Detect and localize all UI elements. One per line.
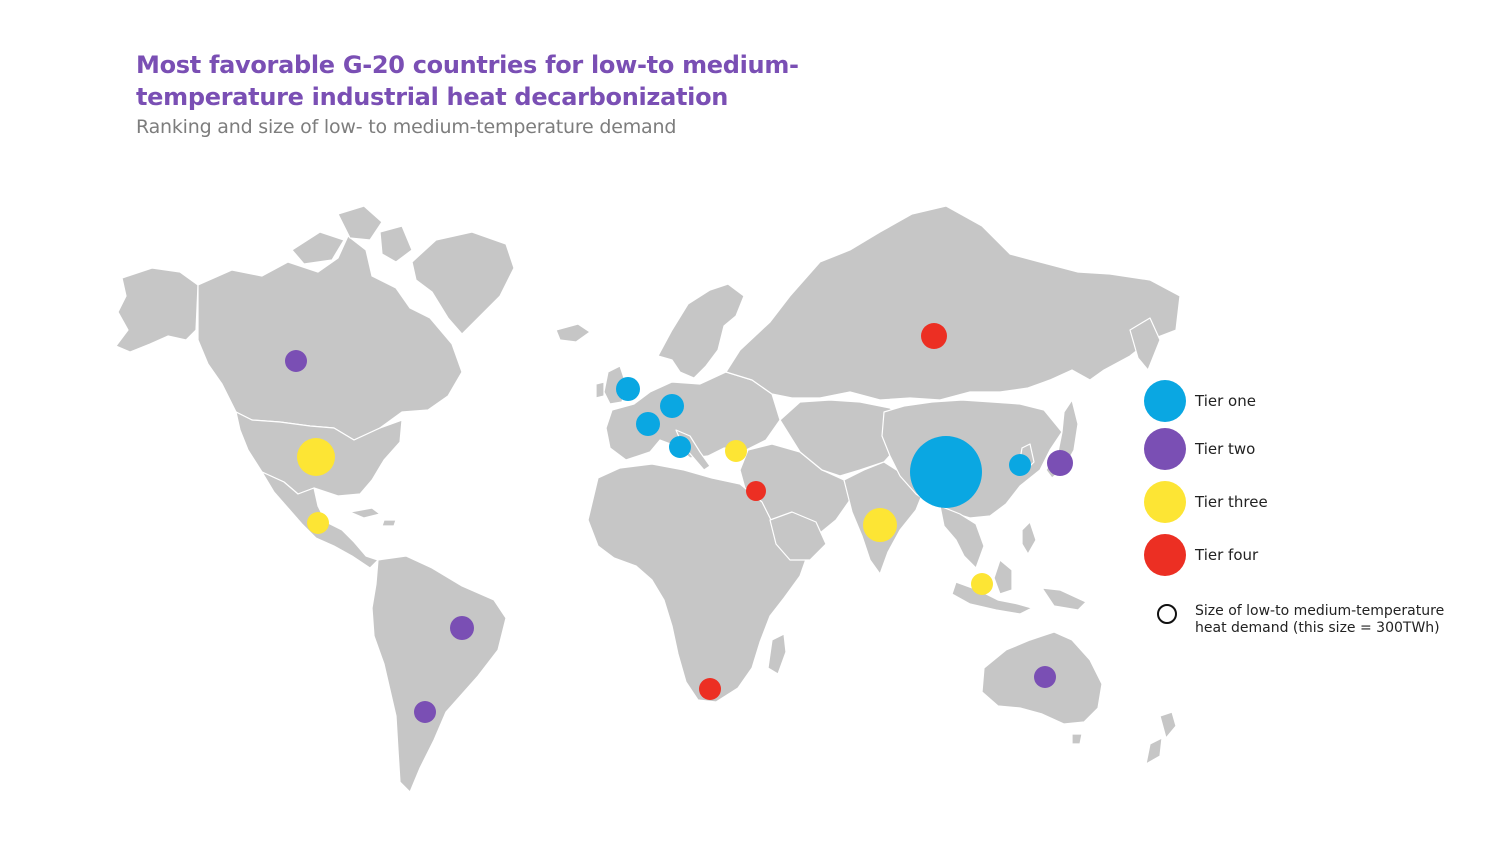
legend-item: Tier four bbox=[1144, 534, 1258, 576]
legend-item: Tier two bbox=[1144, 428, 1255, 470]
marker-tier-1 bbox=[669, 436, 691, 458]
land-south-america bbox=[371, 555, 507, 793]
marker-tier-3 bbox=[971, 573, 993, 595]
legend-swatch bbox=[1144, 481, 1186, 523]
land-arabia bbox=[769, 511, 827, 561]
land-new-zealand bbox=[1145, 711, 1177, 765]
marker-tier-1 bbox=[616, 377, 640, 401]
land-africa bbox=[587, 463, 813, 703]
land-masses bbox=[115, 205, 1181, 793]
marker-tier-4 bbox=[921, 323, 947, 349]
land-indonesia bbox=[951, 521, 1087, 615]
map-subtitle: Ranking and size of low- to medium-tempe… bbox=[136, 116, 677, 138]
land-arctic-islands bbox=[291, 205, 413, 265]
marker-tier-2 bbox=[1034, 666, 1056, 688]
land-tasmania bbox=[1071, 733, 1083, 745]
legend-swatch bbox=[1144, 428, 1186, 470]
legend-swatch bbox=[1144, 380, 1186, 422]
marker-tier-3 bbox=[307, 512, 329, 534]
land-iceland bbox=[555, 323, 591, 343]
map-title: Most favorable G-20 countries for low-to… bbox=[136, 51, 799, 111]
land-madagascar bbox=[767, 633, 787, 675]
marker-tier-1 bbox=[660, 394, 684, 418]
marker-tier-2 bbox=[1047, 450, 1073, 476]
marker-tier-3 bbox=[297, 438, 335, 476]
legend-label: Tier three bbox=[1195, 493, 1268, 511]
legend-swatch bbox=[1144, 534, 1186, 576]
marker-tier-2 bbox=[285, 350, 307, 372]
marker-tier-4 bbox=[699, 678, 721, 700]
land-greenland bbox=[411, 231, 515, 335]
marker-tier-1 bbox=[910, 436, 982, 508]
land-caribbean bbox=[349, 507, 397, 527]
land-alaska bbox=[115, 267, 199, 353]
legend-label: Tier two bbox=[1195, 440, 1256, 458]
legend-item: Tier three bbox=[1144, 481, 1268, 523]
marker-tier-1 bbox=[1009, 454, 1031, 476]
marker-tier-4 bbox=[746, 481, 766, 501]
land-se-asia bbox=[939, 505, 985, 569]
marker-tier-1 bbox=[636, 412, 660, 436]
legend-label: Tier one bbox=[1195, 392, 1256, 410]
legend-label: Tier four bbox=[1195, 546, 1259, 564]
marker-tier-2 bbox=[414, 701, 436, 723]
land-scandinavia bbox=[657, 283, 745, 379]
country-markers bbox=[285, 323, 1073, 723]
land-russia bbox=[725, 205, 1181, 401]
marker-tier-3 bbox=[725, 440, 747, 462]
marker-tier-2 bbox=[450, 616, 474, 640]
size-legend-ring bbox=[1157, 604, 1177, 624]
marker-tier-3 bbox=[863, 508, 897, 542]
size-legend-label: Size of low-to medium-temperature heat d… bbox=[1195, 603, 1445, 636]
legend-item: Tier one bbox=[1144, 380, 1256, 422]
size-legend: Size of low-to medium-temperature heat d… bbox=[1157, 603, 1455, 637]
land-kamchatka bbox=[1129, 317, 1161, 371]
